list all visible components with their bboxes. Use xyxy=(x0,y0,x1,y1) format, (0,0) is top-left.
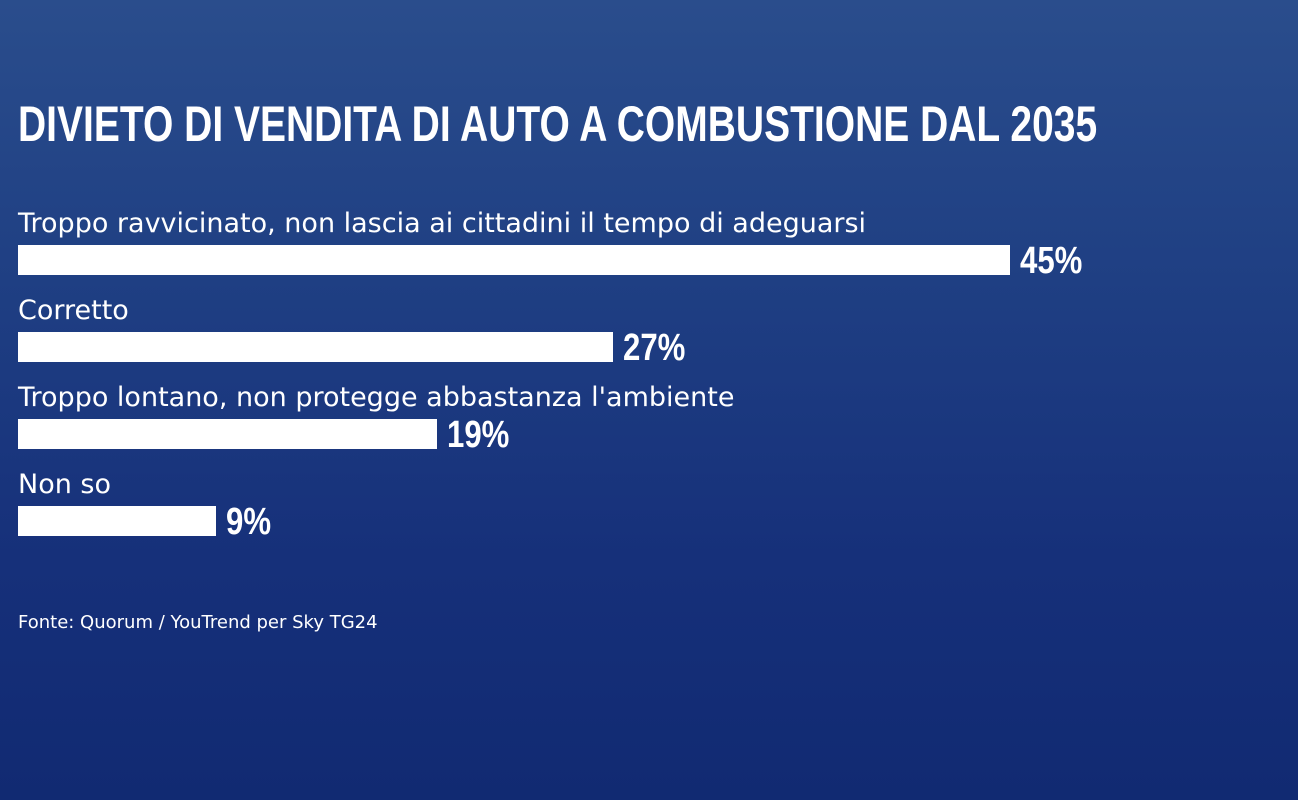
data-label: 45% xyxy=(1020,240,1083,282)
data-label: 27% xyxy=(623,327,686,369)
chart-title: DIVIETO DI VENDITA DI AUTO A COMBUSTIONE… xyxy=(18,96,1098,152)
source-note: Fonte: Quorum / YouTrend per Sky TG24 xyxy=(18,612,378,633)
bar xyxy=(18,419,437,449)
data-label: 9% xyxy=(226,501,272,543)
bar xyxy=(18,332,613,362)
category-label: Non so xyxy=(18,469,111,500)
data-label: 19% xyxy=(447,414,510,456)
bar xyxy=(18,245,1010,275)
bar xyxy=(18,506,216,536)
category-label: Troppo ravvicinato, non lascia ai cittad… xyxy=(18,208,867,239)
category-label: Corretto xyxy=(18,295,129,326)
category-label: Troppo lontano, non protegge abbastanza … xyxy=(18,382,735,413)
